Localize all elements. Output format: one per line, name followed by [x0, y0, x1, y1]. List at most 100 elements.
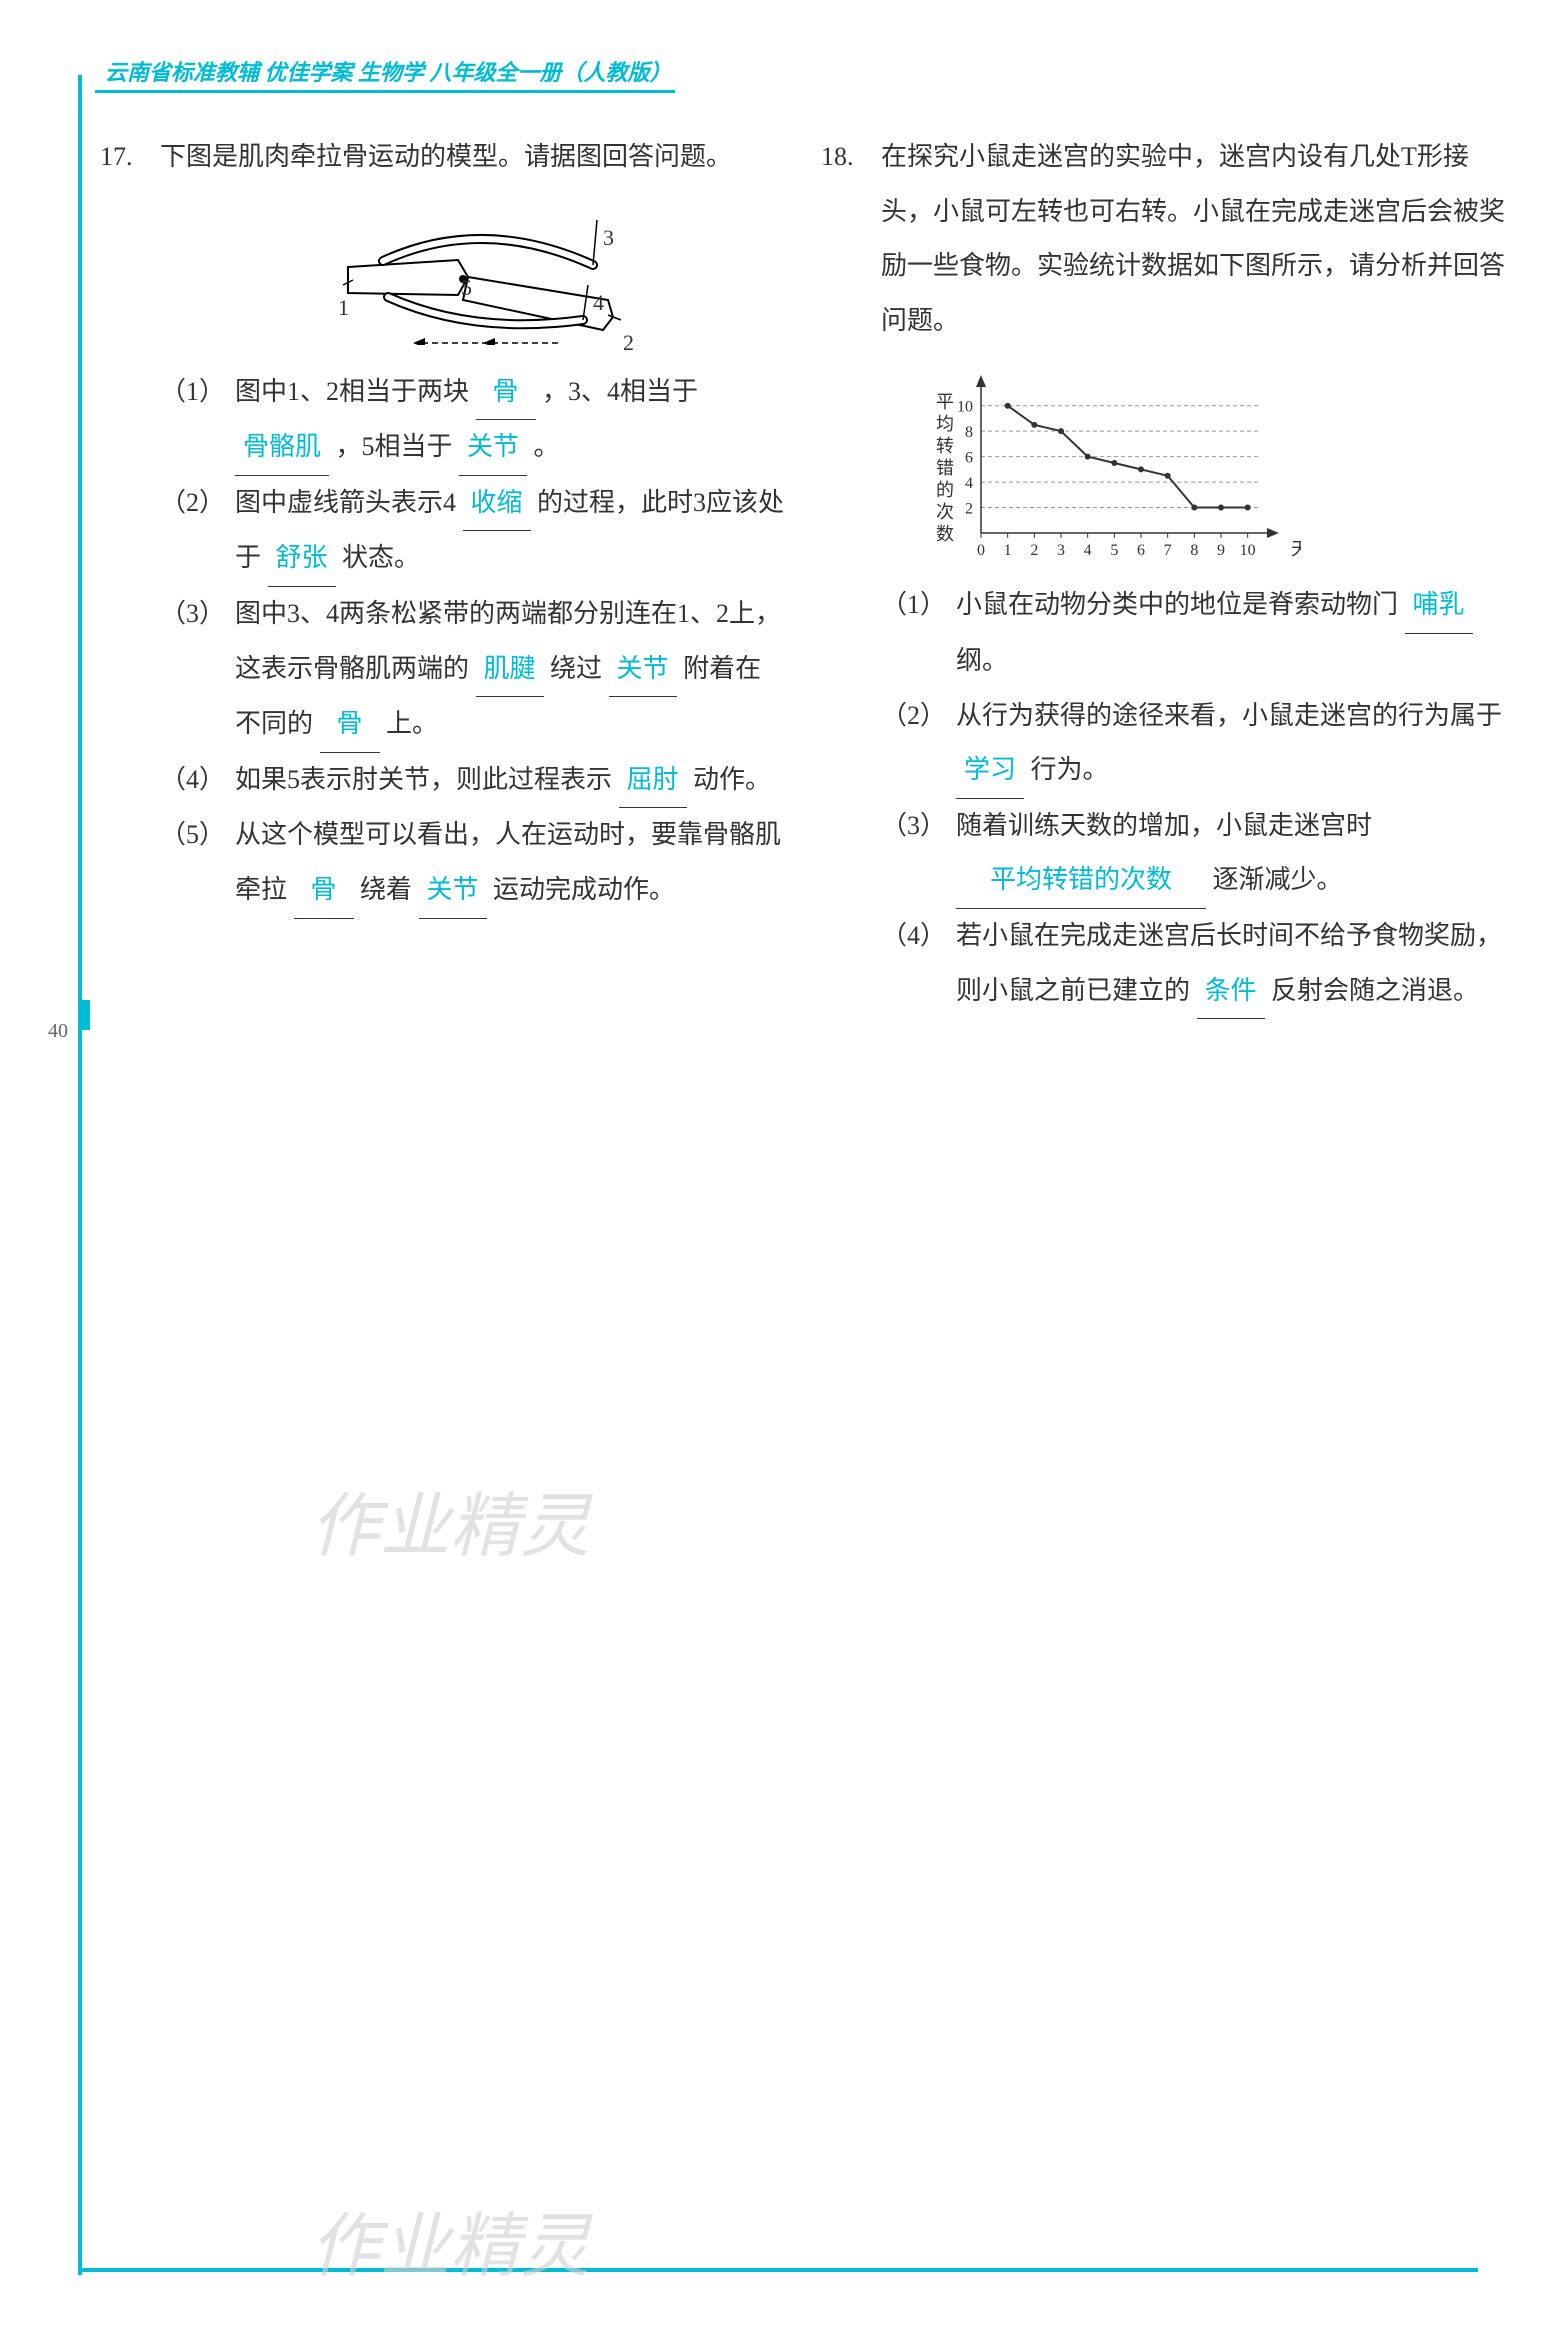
q17-p1-t3: ，5相当于 — [336, 432, 453, 461]
q17-p2-t1: 图中虚线箭头表示4 — [235, 488, 456, 517]
question-18: 18. 在探究小鼠走迷宫的实验中，迷宫内设有几处T形接头，小鼠可左转也可右转。小… — [826, 130, 1507, 1019]
q17-number: 17. — [100, 130, 133, 185]
page-border-bottom — [78, 2268, 1478, 2272]
q17-p1-b2: 骨骼肌 — [235, 420, 329, 476]
q17-p5-b1: 骨 — [294, 863, 354, 919]
q17-part-5: （5） 从这个模型可以看出，人在运动时，要靠骨骼肌牵拉 骨 绕着 关节 运动完成… — [160, 808, 786, 918]
q18-p4-b1: 条件 — [1197, 964, 1265, 1020]
diagram-label-1: 1 — [338, 285, 349, 331]
q18-p2-te: 行为。 — [1031, 755, 1109, 784]
q17-p1-t1: 图中1、2相当于两块 — [235, 377, 469, 406]
svg-text:10: 10 — [1240, 542, 1256, 559]
q17-p2-b1: 收缩 — [463, 476, 531, 532]
q17-p3-num: （3） — [160, 587, 225, 642]
q17-p3-b3: 骨 — [320, 697, 380, 753]
svg-text:6: 6 — [1137, 542, 1145, 559]
q17-p3-te: 上。 — [386, 709, 438, 738]
svg-text:3: 3 — [1057, 542, 1065, 559]
svg-text:错: 错 — [936, 458, 954, 478]
diagram-label-3: 3 — [603, 215, 614, 261]
svg-text:2: 2 — [1030, 542, 1038, 559]
left-column: 17. 下图是肌肉牵拉骨运动的模型。请据图回答问题。 — [105, 130, 786, 1019]
q17-p4-num: （4） — [160, 753, 225, 808]
q18-part-1: （1） 小鼠在动物分类中的地位是脊索动物门 哺乳 纲。 — [881, 578, 1507, 688]
q18-p3-te: 逐渐减少。 — [1213, 865, 1343, 894]
page-number: 40 — [48, 1020, 68, 1043]
q18-part-2: （2） 从行为获得的途径来看，小鼠走迷宫的行为属于 学习 行为。 — [881, 689, 1507, 799]
svg-text:0: 0 — [977, 542, 985, 559]
q17-p1-b3: 关节 — [459, 420, 527, 476]
q17-p4-te: 动作。 — [693, 765, 771, 794]
svg-text:7: 7 — [1164, 542, 1172, 559]
q18-p2-t1: 从行为获得的途径来看，小鼠走迷宫的行为属于 — [956, 701, 1502, 730]
q18-p3-b1: 平均转错的次数 — [956, 853, 1206, 909]
watermark-1: 作业精灵 — [310, 1470, 590, 1571]
question-17: 17. 下图是肌肉牵拉骨运动的模型。请据图回答问题。 — [105, 130, 786, 919]
q18-p1-t1: 小鼠在动物分类中的地位是脊索动物门 — [956, 590, 1398, 619]
q17-p5-b2: 关节 — [419, 863, 487, 919]
q18-part-4: （4） 若小鼠在完成走迷宫后长时间不给予食物奖励，则小鼠之前已建立的 条件 反射… — [881, 909, 1507, 1019]
svg-text:9: 9 — [1217, 542, 1225, 559]
svg-text:天数: 天数 — [1291, 539, 1301, 559]
q18-p2-b1: 学习 — [956, 743, 1024, 799]
q17-p4-t1: 如果5表示肘关节，则此过程表示 — [235, 765, 612, 794]
svg-text:8: 8 — [965, 425, 973, 442]
q18-p1-num: （1） — [881, 578, 946, 633]
q18-stem: 在探究小鼠走迷宫的实验中，迷宫内设有几处T形接头，小鼠可左转也可右转。小鼠在完成… — [881, 142, 1505, 335]
q18-p2-num: （2） — [881, 689, 946, 744]
diagram-label-5: 5 — [461, 265, 472, 311]
svg-text:数: 数 — [936, 524, 954, 544]
q17-p3-b1: 肌腱 — [476, 642, 544, 698]
svg-text:平: 平 — [936, 392, 954, 412]
q18-p4-num: （4） — [881, 909, 946, 964]
q18-p4-te: 反射会随之消退。 — [1271, 976, 1479, 1005]
q17-p1-num: （1） — [160, 365, 225, 420]
q17-part-2: （2） 图中虚线箭头表示4 收缩 的过程，此时3应该处于 舒张 状态。 — [160, 476, 786, 587]
page-border-left — [78, 75, 82, 2275]
q17-body: 下图是肌肉牵拉骨运动的模型。请据图回答问题。 — [105, 130, 786, 919]
q18-p3-t1: 随着训练天数的增加，小鼠走迷宫时 — [956, 811, 1372, 840]
svg-text:8: 8 — [1190, 542, 1198, 559]
svg-text:6: 6 — [965, 450, 973, 467]
q18-body: 在探究小鼠走迷宫的实验中，迷宫内设有几处T形接头，小鼠可左转也可右转。小鼠在完成… — [826, 130, 1507, 1019]
q17-p1-te: 。 — [534, 432, 560, 461]
page-tab — [78, 1000, 90, 1030]
header-underline — [95, 90, 675, 93]
diagram-label-2: 2 — [623, 320, 634, 366]
q17-p3-t2: 绕过 — [550, 654, 602, 683]
q17-p5-num: （5） — [160, 808, 225, 863]
q18-number: 18. — [821, 130, 854, 185]
q17-p1-t2: ，3、4相当于 — [542, 377, 698, 406]
svg-text:2: 2 — [965, 501, 973, 518]
q17-part-1: （1） 图中1、2相当于两块 骨 ，3、4相当于 骨骼肌 ，5相当于 关节 。 — [160, 365, 786, 476]
q17-part-4: （4） 如果5表示肘关节，则此过程表示 屈肘 动作。 — [160, 753, 786, 809]
diagram-label-4: 4 — [593, 280, 604, 326]
q18-p1-b1: 哺乳 — [1405, 578, 1473, 634]
line-chart: 平均转错的次数246810012345678910天数 — [921, 363, 1301, 563]
q17-p5-te: 运动完成动作。 — [493, 875, 675, 904]
q18-p3-num: （3） — [881, 799, 946, 854]
q17-p3-b2: 关节 — [609, 642, 677, 698]
q17-p5-t2: 绕着 — [360, 875, 412, 904]
q17-p2-te: 状态。 — [342, 543, 420, 572]
right-column: 18. 在探究小鼠走迷宫的实验中，迷宫内设有几处T形接头，小鼠可左转也可右转。小… — [826, 130, 1507, 1019]
q18-part-3: （3） 随着训练天数的增加，小鼠走迷宫时 平均转错的次数 逐渐减少。 — [881, 799, 1507, 909]
page-header: 云南省标准教辅 优佳学案 生物学 八年级全一册（人教版） — [105, 55, 672, 87]
q17-p2-b2: 舒张 — [268, 531, 336, 587]
q17-stem: 下图是肌肉牵拉骨运动的模型。请据图回答问题。 — [160, 142, 732, 171]
svg-text:的: 的 — [936, 480, 954, 500]
q17-p2-num: （2） — [160, 476, 225, 531]
q17-p4-b1: 屈肘 — [619, 753, 687, 809]
svg-text:4: 4 — [965, 475, 973, 492]
q17-p1-b1: 骨 — [476, 365, 536, 421]
svg-text:5: 5 — [1110, 542, 1118, 559]
muscle-diagram: 1 2 3 4 5 — [303, 205, 643, 345]
svg-text:均: 均 — [936, 414, 954, 434]
q18-p1-te: 纲。 — [956, 646, 1008, 675]
q17-part-3: （3） 图中3、4两条松紧带的两端都分别连在1、2上，这表示骨骼肌两端的 肌腱 … — [160, 587, 786, 753]
svg-text:4: 4 — [1084, 542, 1092, 559]
svg-text:次: 次 — [936, 502, 954, 522]
svg-text:10: 10 — [957, 399, 973, 416]
svg-text:1: 1 — [1004, 542, 1012, 559]
watermark-2: 作业精灵 — [310, 2190, 590, 2291]
